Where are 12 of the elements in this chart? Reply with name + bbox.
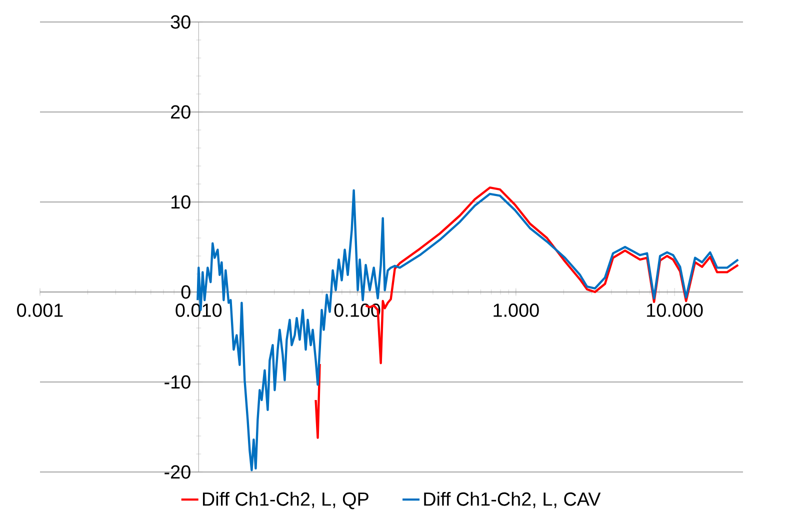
y-tick-label: 30 [170,15,190,29]
y-tick-label: -20 [164,465,190,479]
y-tick-label: -10 [164,375,190,389]
legend-label: Diff Ch1-Ch2, L, CAV [424,492,601,508]
y-tick-label: 0 [181,285,190,299]
x-tick-label: 0.001 [17,304,63,317]
legend-label: Diff Ch1-Ch2, L, QP [202,492,368,510]
x-tick-label: 0.010 [176,304,222,317]
y-tick-label: 10 [172,195,190,209]
x-tick-label: 10.000 [647,304,703,317]
y-tick-label: 20 [171,105,190,119]
x-tick-label: 1.000 [494,304,539,317]
